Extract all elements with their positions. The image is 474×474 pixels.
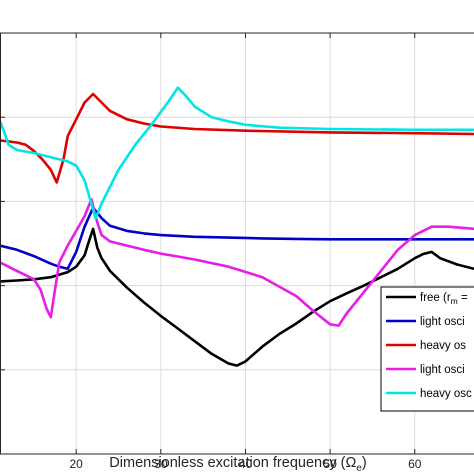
series-line-3 (0, 198, 474, 327)
x-axis-label: Dimensionless excitation frequency (Ωe) (109, 455, 366, 474)
x-tick-label-3: 50 (323, 457, 337, 471)
x-tick-label-2: 40 (239, 457, 253, 471)
x-tick-label-1: 30 (154, 457, 168, 471)
x-tick-labels: 20 30 40 50 60 (69, 457, 421, 471)
legend-label-2: heavy os (420, 340, 466, 352)
legend-label-4: heavy osc (420, 388, 472, 400)
legend-label-1: light osci (420, 316, 465, 328)
series-line-1 (0, 206, 474, 271)
x-tick-label-4: 60 (408, 457, 422, 471)
x-tick-label-0: 20 (69, 457, 83, 471)
legend-box (380, 286, 474, 412)
series-line-4 (0, 86, 474, 220)
grid (0, 33, 474, 454)
legend-label-0: free (rm = (420, 292, 468, 306)
series-group (0, 86, 474, 367)
series-line-0 (0, 227, 474, 367)
legend-label-3: light osci (420, 364, 465, 376)
legend: free (rm = light osci heavy os light osci he… (380, 286, 474, 412)
axes (0, 32, 474, 455)
